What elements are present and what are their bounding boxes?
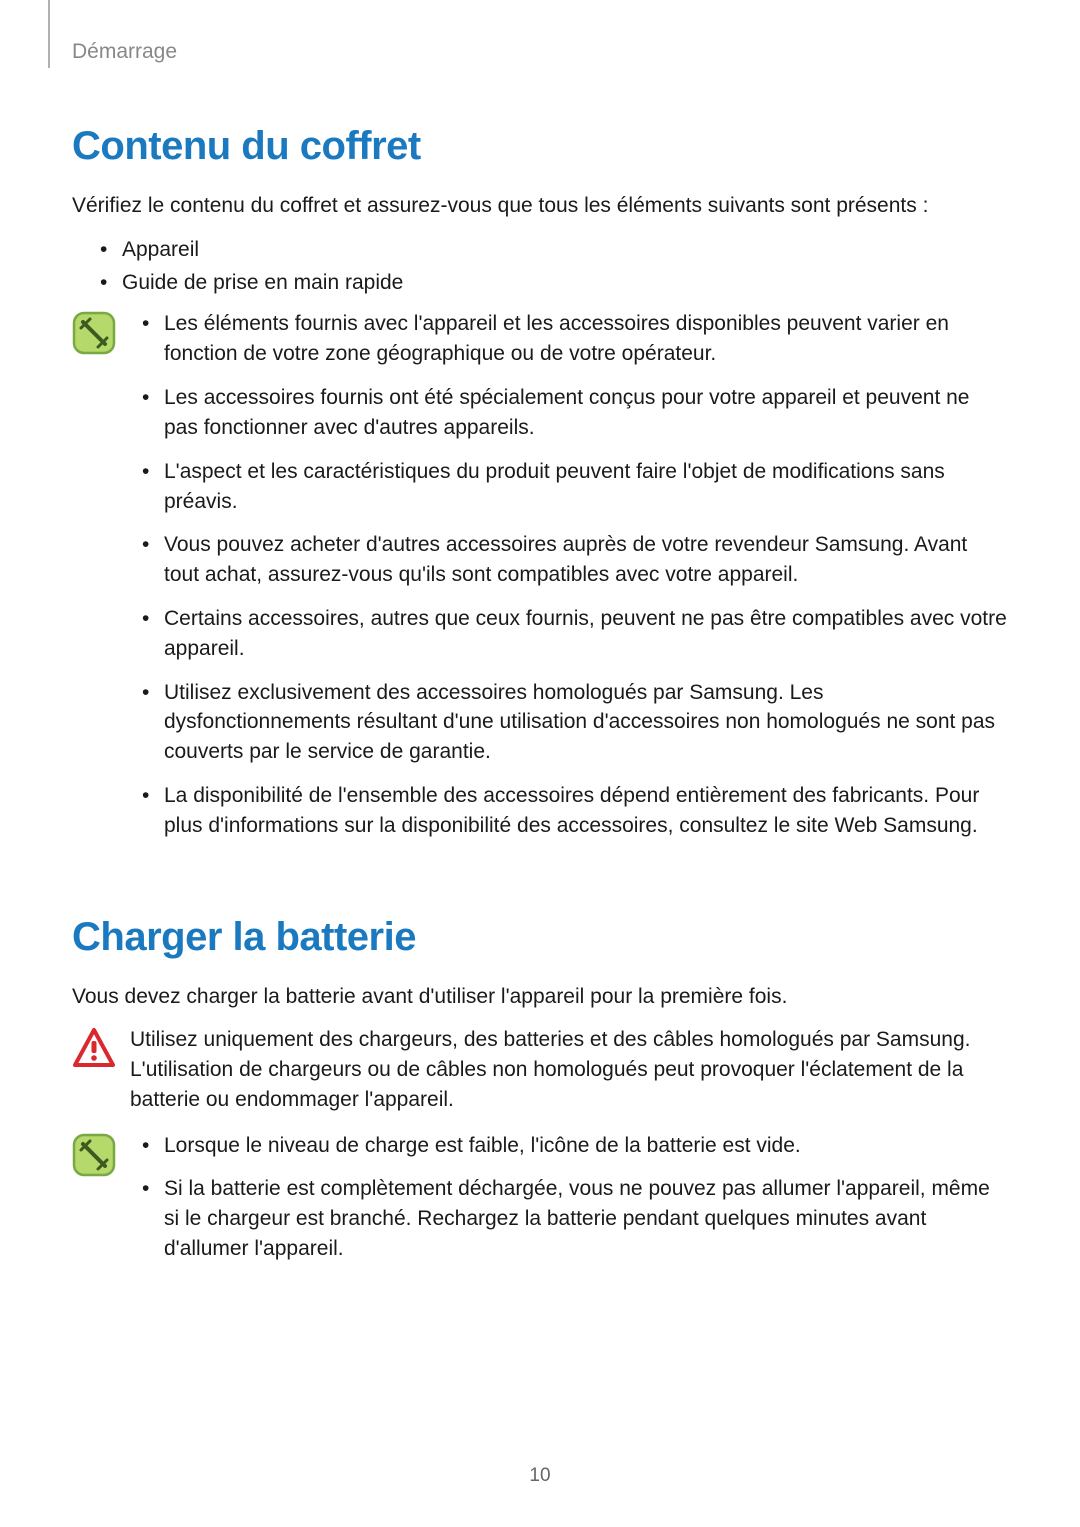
warning-text: Utilisez uniquement des chargeurs, des b… — [130, 1025, 1008, 1114]
section1-notes-list: Les éléments fournis avec l'appareil et … — [142, 309, 1008, 840]
list-item: Vous pouvez acheter d'autres accessoires… — [142, 530, 1008, 590]
list-item: Si la batterie est complètement déchargé… — [142, 1174, 1008, 1263]
list-item: L'aspect et les caractéristiques du prod… — [142, 457, 1008, 517]
section-title-contenu: Contenu du coffret — [72, 124, 1008, 169]
list-item: Appareil — [100, 234, 1008, 267]
section-title-charger: Charger la batterie — [72, 915, 1008, 960]
note-icon — [72, 1133, 116, 1177]
list-item: Guide de prise en main rapide — [100, 267, 1008, 300]
breadcrumb: Démarrage — [72, 40, 1008, 64]
list-item: Les accessoires fournis ont été spéciale… — [142, 383, 1008, 443]
note-icon — [72, 311, 116, 355]
warning-block: Utilisez uniquement des chargeurs, des b… — [72, 1025, 1008, 1114]
note-block: Lorsque le niveau de charge est faible, … — [72, 1131, 1008, 1278]
list-item: Les éléments fournis avec l'appareil et … — [142, 309, 1008, 369]
list-item: La disponibilité de l'ensemble des acces… — [142, 781, 1008, 841]
list-item: Lorsque le niveau de charge est faible, … — [142, 1131, 1008, 1161]
note-block: Les éléments fournis avec l'appareil et … — [72, 309, 1008, 854]
section2-notes-list: Lorsque le niveau de charge est faible, … — [142, 1131, 1008, 1264]
page-margin-marker — [48, 0, 50, 68]
page-number: 10 — [0, 1465, 1080, 1487]
list-item: Utilisez exclusivement des accessoires h… — [142, 678, 1008, 767]
list-item: Certains accessoires, autres que ceux fo… — [142, 604, 1008, 664]
page-container: Démarrage Contenu du coffret Vérifiez le… — [0, 0, 1080, 1527]
warning-icon — [72, 1027, 116, 1071]
box-contents-list: Appareil Guide de prise en main rapide — [100, 234, 1008, 299]
section1-intro: Vérifiez le contenu du coffret et assure… — [72, 191, 1008, 220]
section2-intro: Vous devez charger la batterie avant d'u… — [72, 982, 1008, 1011]
